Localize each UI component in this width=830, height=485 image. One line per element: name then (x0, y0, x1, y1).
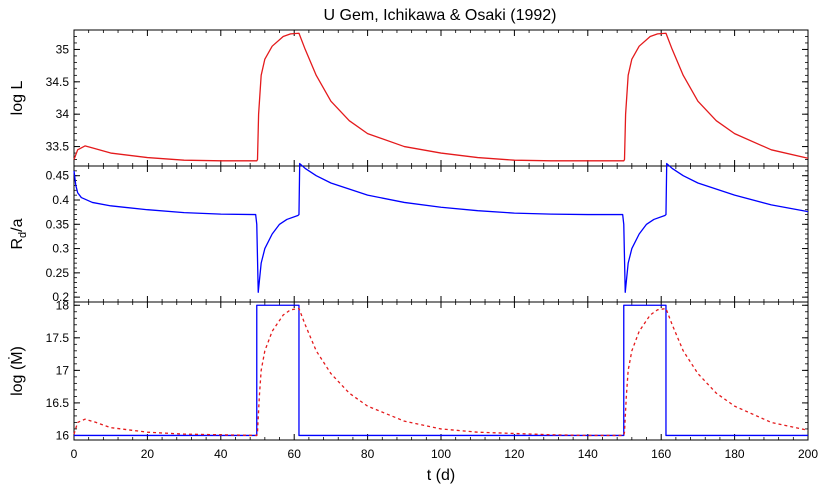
y-tick-label-radius-3: 0.35 (46, 217, 70, 231)
x-tick-label-3: 60 (288, 447, 302, 461)
x-tick-label-6: 120 (504, 447, 524, 461)
x-tick-label-5: 100 (431, 447, 451, 461)
ylabel-radius-tail: /a (9, 218, 26, 231)
y-tick-label-radius-2: 0.3 (52, 242, 69, 256)
y-tick-label-mdot-1: 16.5 (46, 396, 70, 410)
y-tick-label-radius-0: 0.2 (52, 290, 69, 304)
series-line-luminosity-0 (73, 32, 809, 162)
ylabel-mdot: log (Ṁ) (7, 346, 26, 396)
y-tick-label-luminosity-1: 34 (56, 107, 70, 121)
y-tick-label-mdot-0: 16 (56, 428, 70, 442)
x-tick-label-10: 200 (798, 447, 818, 461)
ylabel-radius: Rd/a (9, 218, 29, 249)
y-tick-label-luminosity-0: 33.5 (46, 140, 70, 154)
y-tick-label-luminosity-3: 35 (56, 42, 70, 56)
chart-title: U Gem, Ichikawa & Osaki (1992) (324, 7, 557, 24)
x-axis-label: t (d) (427, 467, 455, 484)
y-tick-label-mdot-4: 18 (56, 298, 70, 312)
x-tick-label-2: 40 (214, 447, 228, 461)
panel-luminosity: 33.5 34 34.5 35 log L (9, 29, 809, 167)
x-tick-label-1: 20 (141, 447, 155, 461)
ylabel-radius-main: R (9, 238, 26, 250)
x-tick-label-0: 0 (71, 447, 78, 461)
panel-radius: 0.2 0.25 0.3 0.35 0.4 0.45 Rd/a (9, 162, 809, 304)
series-line-mdot-0 (74, 304, 808, 437)
x-tick-label-8: 160 (651, 447, 671, 461)
y-tick-label-mdot-2: 17 (56, 363, 70, 377)
x-tick-label-9: 180 (725, 447, 745, 461)
y-tick-label-radius-4: 0.4 (52, 193, 69, 207)
panel-mdot-frame (73, 301, 809, 441)
panel-radius-frame (73, 165, 809, 303)
y-tick-label-radius-1: 0.25 (46, 266, 70, 280)
y-tick-label-mdot-3: 17.5 (46, 331, 70, 345)
series-line-radius-0 (73, 162, 809, 293)
panel-luminosity-frame (73, 29, 809, 167)
x-tick-label-4: 80 (361, 447, 375, 461)
x-tick-label-7: 140 (578, 447, 598, 461)
panel-mdot: 16 16.5 17 17.5 18 log (Ṁ) (7, 298, 809, 442)
x-axis: 0 20 40 60 80 100 120 140 160 180 200 (71, 447, 819, 461)
ylabel-radius-sub: d (17, 232, 29, 238)
ylabel-luminosity: log L (9, 81, 26, 116)
y-tick-label-radius-5: 0.45 (46, 169, 70, 183)
series-line-mdot-1 (73, 307, 809, 437)
y-tick-label-luminosity-2: 34.5 (46, 75, 70, 89)
